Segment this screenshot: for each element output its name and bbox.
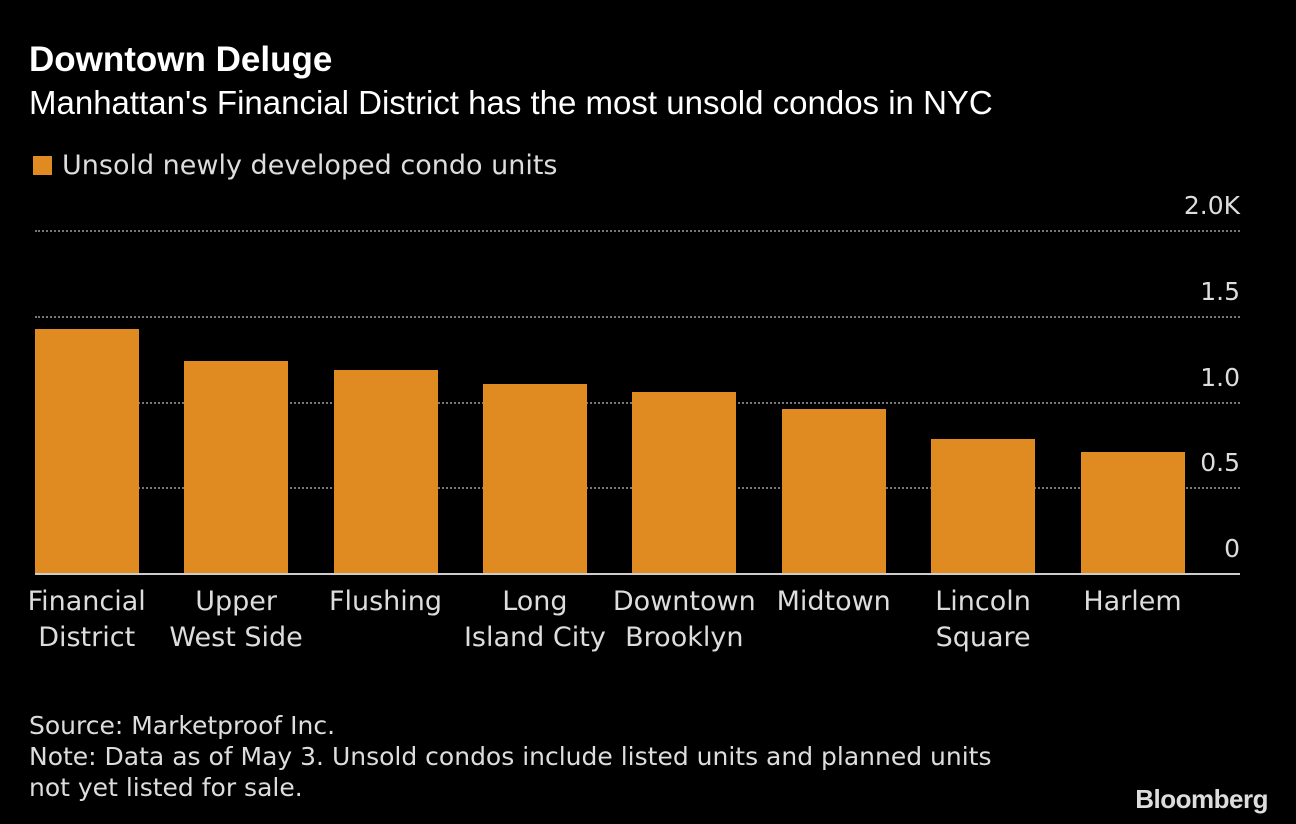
chart-title: Downtown Deluge [29,40,333,79]
legend-swatch [33,156,52,175]
bar [333,369,438,574]
logo: Bloomberg [1135,784,1268,814]
x-tick-label: Lincoln Square [935,586,1031,653]
x-tick-label: Midtown [776,586,891,617]
x-tick-label: Harlem [1083,586,1182,617]
chart-subtitle: Manhattan's Financial District has the m… [29,84,993,121]
source: Source: Marketproof Inc. [29,711,336,740]
x-tick-label: Financial District [27,586,146,653]
bar [1080,452,1185,574]
axis-baseline [35,573,1240,575]
bar [781,409,886,574]
legend-label: Unsold newly developed condo units [62,150,558,181]
y-tick-label: 0.5 [1200,448,1240,478]
y-tick-label: 1.5 [1200,276,1240,306]
bar [931,438,1036,574]
y-tick-label: 0 [1224,534,1240,563]
y-tick-label: 1.0 [1200,362,1240,392]
bar [184,361,289,574]
grid-line [35,230,1240,232]
bar [632,392,737,574]
x-tick-label: Flushing [328,586,443,617]
note: Note: Data as of May 3. Unsold condos in… [29,742,992,802]
x-tick-label: Long Island City [463,586,606,653]
x-tick-label: Downtown Brooklyn [612,586,756,653]
bar [34,328,139,574]
legend: Unsold newly developed condo units [33,150,557,181]
grid-line [35,315,1240,318]
y-tick-label: 2.0K [1183,191,1240,220]
bar [482,383,587,574]
x-tick-label: Upper West Side [169,586,303,653]
